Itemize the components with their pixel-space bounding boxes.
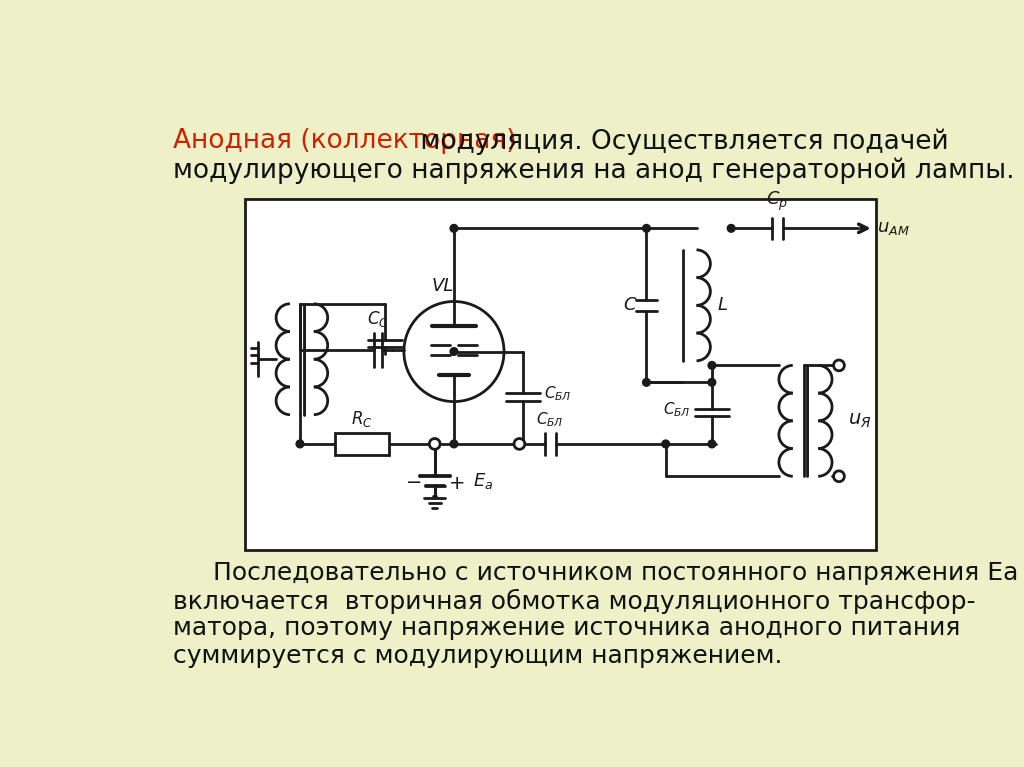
Circle shape [451,225,458,232]
Circle shape [403,301,504,402]
Text: $C_р$: $C_р$ [766,189,788,213]
Text: $C_{БЛ}$: $C_{БЛ}$ [663,400,690,419]
Circle shape [514,439,525,449]
Text: $u_{Я}$: $u_{Я}$ [848,411,871,430]
Circle shape [643,225,650,232]
Text: $E_a$: $E_a$ [473,471,494,491]
Text: $+$: $+$ [449,474,465,492]
Circle shape [451,347,458,355]
Circle shape [662,440,670,448]
Circle shape [708,440,716,448]
Text: $R_C$: $R_C$ [351,410,373,430]
Text: $u_{АМ}$: $u_{АМ}$ [878,219,910,237]
Circle shape [643,378,650,386]
Text: матора, поэтому напряжение источника анодного питания: матора, поэтому напряжение источника ано… [173,617,961,640]
Text: включается  вторичная обмотка модуляционного трансфор-: включается вторичная обмотка модуляционн… [173,589,976,614]
Text: модуляция. Осуществляется подачей: модуляция. Осуществляется подачей [412,128,948,155]
Text: суммируется с модулирующим напряжением.: суммируется с модулирующим напряжением. [173,644,782,668]
Text: VL: VL [431,278,454,295]
Circle shape [451,440,458,448]
Text: $C$: $C$ [623,296,637,314]
Bar [245,199,876,550]
Text: Анодная (коллекторная): Анодная (коллекторная) [173,128,516,154]
Circle shape [834,471,845,482]
Circle shape [296,440,304,448]
Text: $-$: $-$ [406,472,421,490]
Circle shape [708,378,716,386]
Circle shape [708,361,716,369]
Text: Последовательно с источником постоянного напряжения Еа: Последовательно с источником постоянного… [173,561,1018,585]
Text: модулирующего напряжения на анод генераторной лампы.: модулирующего напряжения на анод генерат… [173,157,1015,184]
Text: $C_{БЛ}$: $C_{БЛ}$ [544,384,571,403]
Circle shape [834,360,845,370]
Text: $L$: $L$ [717,296,727,314]
Circle shape [727,225,735,232]
Bar [335,433,388,455]
Circle shape [429,439,440,449]
Text: $C_{БЛ}$: $C_{БЛ}$ [537,410,564,430]
Text: $C_C$: $C_C$ [367,309,388,329]
